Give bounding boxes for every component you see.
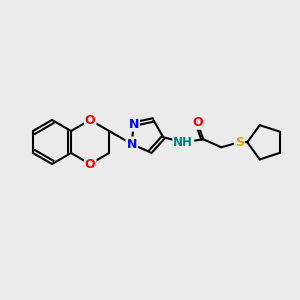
Text: O: O xyxy=(85,113,95,127)
Text: O: O xyxy=(85,158,95,170)
Text: NH: NH xyxy=(173,136,193,149)
Text: O: O xyxy=(192,116,202,129)
Text: N: N xyxy=(129,118,139,130)
Text: S: S xyxy=(235,136,244,149)
Text: N: N xyxy=(127,137,137,151)
